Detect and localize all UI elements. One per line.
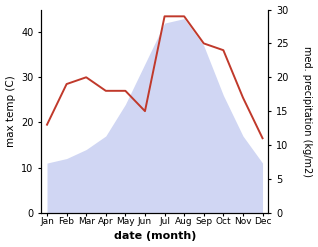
X-axis label: date (month): date (month)	[114, 231, 196, 242]
Y-axis label: max temp (C): max temp (C)	[5, 75, 16, 147]
Y-axis label: med. precipitation (kg/m2): med. precipitation (kg/m2)	[302, 46, 313, 177]
